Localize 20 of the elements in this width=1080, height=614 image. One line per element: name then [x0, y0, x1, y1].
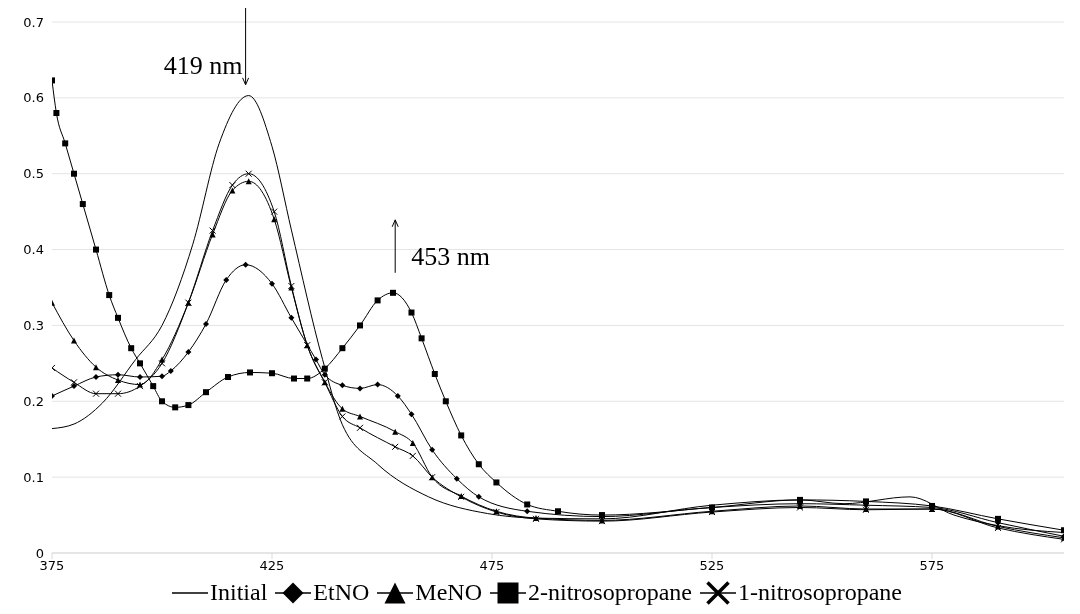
x-tick-label: 375: [39, 558, 65, 574]
y-tick-label: 0.2: [23, 393, 44, 409]
y-tick-label: 0.6: [23, 90, 44, 106]
legend-label: 1-nitrosopropane: [737, 579, 902, 606]
legend-label: 2-nitrosopropane: [528, 579, 692, 606]
x-tick-label: 525: [699, 558, 725, 574]
y-tick-label: 0.7: [23, 14, 44, 30]
legend-label: EtNO: [313, 579, 370, 606]
annotation: 453 nm: [411, 241, 490, 271]
x-tick-label: 575: [919, 558, 945, 574]
y-tick-label: 0: [35, 545, 44, 561]
legend-label: MeNO: [415, 579, 483, 606]
x-tick-label: 425: [259, 558, 285, 574]
x-tick-label: 475: [479, 558, 505, 574]
y-tick-label: 0.4: [23, 242, 44, 258]
y-tick-label: 0.1: [23, 469, 44, 485]
annotation: 419 nm: [163, 50, 243, 80]
legend-label: Initial: [210, 579, 268, 606]
y-tick-label: 0.3: [23, 318, 44, 334]
y-tick-label: 0.5: [23, 166, 44, 182]
